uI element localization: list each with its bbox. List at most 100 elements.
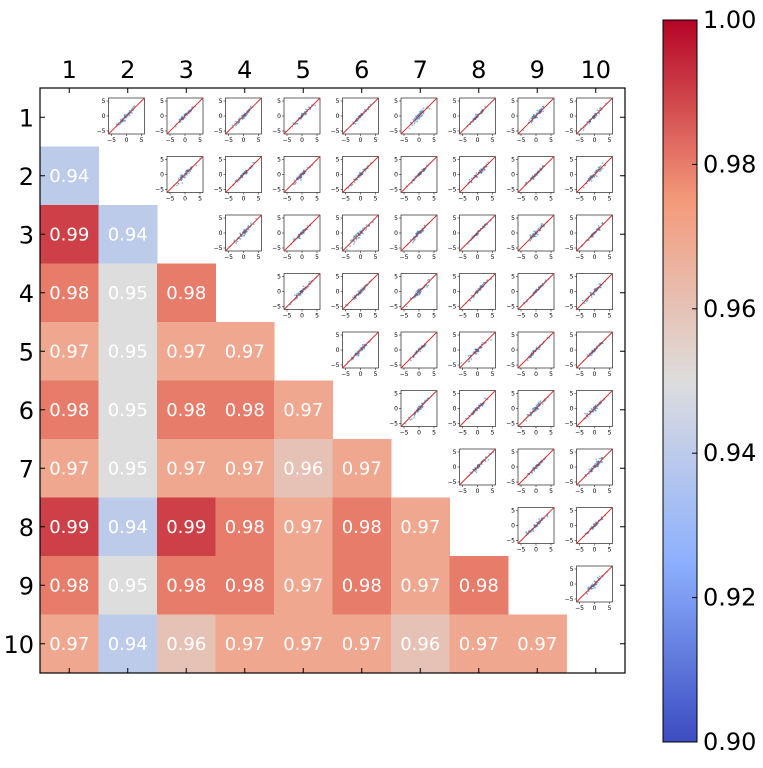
inset-x-tick-label: −5 (341, 137, 350, 144)
inset-identity-line (166, 97, 204, 135)
inset-scatter-point (353, 243, 355, 245)
inset-scatter-point (346, 248, 348, 251)
inset-y-tick-label: −5 (506, 245, 515, 252)
inset-scatter-point (594, 112, 596, 115)
scatter-inset: −5−5 0 0 5 5 (272, 273, 321, 320)
heatmap-cell (157, 556, 216, 615)
inset-scatter-point (416, 289, 419, 292)
inset-scatter-point (590, 180, 593, 182)
cell-value-label: 0.95 (108, 400, 148, 421)
scatter-inset: −5−5 0 0 5 5 (565, 214, 613, 261)
inset-scatter-point (599, 169, 602, 172)
heatmap-cell (98, 497, 158, 557)
inset-y-tick-label: 5 (570, 98, 574, 105)
inset-identity-line (108, 97, 145, 135)
inset-scatter-point (302, 285, 305, 288)
heatmap-cell (391, 556, 450, 615)
inset-x-tick-label: 0 (476, 371, 480, 378)
inset-scatter-point (255, 217, 257, 220)
inset-scatter-point (482, 403, 485, 405)
y-axis-tick-label: 10 (3, 631, 34, 659)
inset-x-tick-label: −5 (458, 371, 467, 378)
inset-y-tick-label: 0 (511, 523, 515, 530)
inset-x-tick-label: 0 (300, 196, 304, 203)
inset-scatter-point (359, 288, 362, 291)
inset-scatter-point (405, 305, 408, 308)
inset-scatter-point (239, 238, 242, 240)
scatter-inset: −5−5 0 0 5 5 (506, 97, 555, 144)
inset-identity-line (576, 97, 613, 135)
inset-x-tick-label: −5 (517, 488, 526, 495)
inset-scatter-point (533, 410, 536, 413)
inset-scatter-point (476, 176, 478, 179)
inset-x-tick-label: −5 (283, 254, 292, 261)
inset-x-tick-label: 5 (608, 547, 612, 554)
scatter-inset: −5−5 0 0 5 5 (506, 214, 555, 261)
inset-scatter-point (412, 118, 415, 121)
inset-x-tick-label: −5 (517, 547, 526, 554)
inset-x-tick-label: 0 (476, 313, 480, 320)
inset-scatter-point (599, 461, 602, 464)
inset-y-tick-label: 0 (570, 230, 574, 237)
inset-y-tick-label: 0 (219, 113, 223, 120)
inset-scatter-point (590, 588, 593, 590)
scatter-inset: −5−5 0 0 5 5 (565, 390, 613, 437)
inset-x-tick-label: 5 (608, 196, 612, 203)
inset-scatter-point (475, 172, 478, 174)
cell-value-label: 0.97 (342, 458, 382, 479)
inset-scatter-point (472, 296, 475, 299)
inset-x-tick-label: 5 (198, 137, 202, 144)
inset-x-tick-label: −5 (107, 137, 116, 144)
inset-scatter-point (243, 234, 246, 237)
inset-scatter-point (594, 174, 597, 177)
inset-y-tick-label: 5 (570, 508, 574, 515)
y-axis-tick-label: 1 (19, 104, 34, 132)
inset-y-tick-label: 0 (219, 230, 223, 237)
scatter-inset: −5−5 0 0 5 5 (331, 331, 379, 378)
y-axis-tick-label: 8 (19, 514, 34, 542)
inset-scatter-point (412, 241, 414, 244)
colorbar-tick-label: 0.96 (703, 295, 756, 323)
inset-scatter-point (292, 183, 295, 186)
inset-y-tick-label: 5 (336, 98, 340, 105)
inset-scatter-point (597, 465, 599, 468)
inset-x-tick-label: 5 (491, 430, 495, 437)
inset-scatter-point (409, 419, 412, 421)
inset-y-tick-label: 0 (570, 172, 574, 179)
inset-scatter-point (362, 232, 364, 235)
inset-y-tick-label: 5 (511, 98, 515, 105)
inset-scatter-point (358, 236, 361, 239)
inset-scatter-point (421, 168, 423, 171)
inset-y-tick-label: 5 (570, 215, 574, 222)
inset-y-tick-label: −5 (506, 128, 515, 135)
inset-x-tick-label: 0 (593, 488, 597, 495)
inset-y-tick-label: 0 (570, 113, 574, 120)
inset-x-tick-label: 0 (359, 371, 363, 378)
inset-scatter-point (594, 287, 597, 290)
inset-scatter-point (353, 178, 355, 180)
inset-x-tick-label: −5 (341, 196, 350, 203)
scatter-inset: −5−5 0 0 5 5 (331, 214, 379, 261)
inset-y-tick-label: −5 (448, 362, 457, 369)
heatmap-cell (215, 439, 275, 498)
inset-y-tick-label: 0 (277, 113, 281, 120)
inset-scatter-point (475, 471, 478, 474)
inset-x-tick-label: −5 (458, 196, 467, 203)
inset-x-tick-label: −5 (575, 313, 584, 320)
inset-scatter-point (593, 176, 596, 178)
inset-scatter-point (538, 109, 541, 111)
inset-scatter-point (536, 403, 539, 406)
inset-identity-line (283, 156, 321, 193)
inset-scatter-point (539, 167, 541, 170)
inset-identity-line (400, 97, 438, 135)
inset-scatter-point (475, 290, 478, 292)
inset-identity-line (576, 331, 613, 369)
inset-y-tick-label: 0 (453, 289, 457, 296)
inset-scatter-point (417, 405, 420, 408)
heatmap-cell (98, 263, 158, 323)
inset-y-tick-label: −5 (565, 362, 574, 369)
inset-scatter-point (133, 105, 136, 107)
inset-scatter-point (357, 354, 359, 357)
inset-scatter-point (417, 230, 419, 233)
scatter-inset: −5−5 0 0 5 5 (272, 214, 321, 261)
